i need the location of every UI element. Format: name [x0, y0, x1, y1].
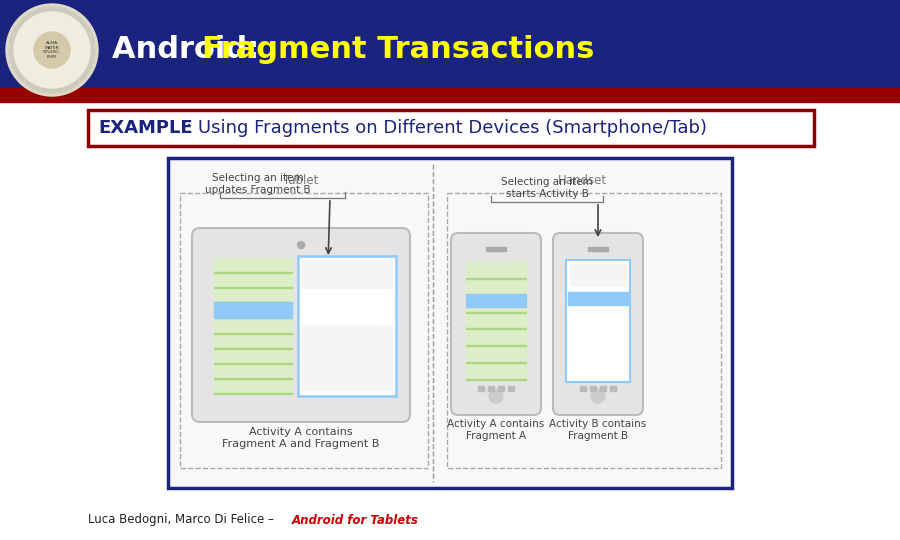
- Bar: [214, 393, 292, 394]
- Bar: [214, 302, 292, 318]
- Text: Tablet: Tablet: [283, 173, 319, 186]
- Bar: [466, 345, 526, 346]
- Bar: [486, 247, 506, 251]
- Text: Selecting an item
starts Activity B: Selecting an item starts Activity B: [501, 177, 593, 199]
- Bar: [214, 272, 292, 273]
- Bar: [214, 349, 292, 363]
- Circle shape: [298, 241, 304, 248]
- Bar: [302, 260, 392, 288]
- Bar: [488, 386, 494, 391]
- Text: Android:: Android:: [112, 36, 270, 64]
- Bar: [610, 386, 616, 391]
- Bar: [600, 386, 606, 391]
- Bar: [570, 264, 626, 286]
- Bar: [0, 0, 900, 88]
- Text: Fragment A and Fragment B: Fragment A and Fragment B: [222, 439, 380, 449]
- Bar: [447, 193, 721, 468]
- Bar: [214, 302, 292, 303]
- Bar: [214, 348, 292, 349]
- Circle shape: [9, 7, 95, 93]
- Bar: [302, 326, 392, 390]
- Bar: [0, 88, 900, 102]
- Bar: [466, 294, 526, 307]
- Bar: [580, 386, 586, 391]
- Text: Handset: Handset: [558, 173, 608, 186]
- Bar: [214, 378, 292, 379]
- Bar: [466, 329, 526, 345]
- FancyBboxPatch shape: [553, 233, 643, 415]
- Text: Fragment Transactions: Fragment Transactions: [202, 36, 594, 64]
- FancyBboxPatch shape: [451, 233, 541, 415]
- Bar: [466, 279, 526, 295]
- Circle shape: [6, 4, 98, 96]
- Text: Activity B contains: Activity B contains: [549, 419, 646, 429]
- Bar: [214, 303, 292, 318]
- Bar: [214, 334, 292, 348]
- Bar: [214, 333, 292, 334]
- Bar: [214, 258, 292, 394]
- Bar: [214, 258, 292, 272]
- Bar: [88, 110, 814, 146]
- Circle shape: [34, 32, 70, 68]
- Bar: [568, 292, 628, 305]
- Bar: [214, 318, 292, 319]
- Bar: [214, 273, 292, 287]
- FancyBboxPatch shape: [192, 228, 410, 422]
- Bar: [466, 278, 526, 279]
- Text: Fragment B: Fragment B: [568, 431, 628, 441]
- Bar: [214, 364, 292, 378]
- Bar: [588, 247, 608, 251]
- Bar: [478, 386, 484, 391]
- FancyBboxPatch shape: [298, 256, 396, 396]
- Circle shape: [591, 389, 605, 403]
- Bar: [466, 346, 526, 362]
- Bar: [590, 386, 596, 391]
- Bar: [466, 312, 526, 313]
- Text: Activity A contains: Activity A contains: [249, 427, 353, 437]
- Bar: [466, 313, 526, 328]
- Text: Selecting an item
updates Fragment B: Selecting an item updates Fragment B: [205, 173, 310, 195]
- Bar: [508, 386, 514, 391]
- Bar: [466, 328, 526, 329]
- Bar: [466, 363, 526, 379]
- Text: EXAMPLE: EXAMPLE: [98, 119, 193, 137]
- Bar: [168, 158, 732, 488]
- Bar: [214, 288, 292, 302]
- Bar: [466, 262, 526, 278]
- Text: Activity A contains: Activity A contains: [447, 419, 544, 429]
- Text: ALMA
MATER
STUDIO-
RUM: ALMA MATER STUDIO- RUM: [43, 41, 61, 59]
- Bar: [214, 379, 292, 393]
- Bar: [180, 193, 428, 468]
- Text: Android for Tablets: Android for Tablets: [292, 514, 418, 526]
- Bar: [214, 319, 292, 333]
- Circle shape: [14, 12, 90, 88]
- Text: : Using Fragments on Different Devices (Smartphone/Tab): : Using Fragments on Different Devices (…: [186, 119, 707, 137]
- Circle shape: [489, 389, 503, 403]
- FancyBboxPatch shape: [566, 260, 630, 382]
- Bar: [466, 295, 526, 296]
- Bar: [214, 287, 292, 288]
- Bar: [466, 262, 526, 380]
- Text: Luca Bedogni, Marco Di Felice –: Luca Bedogni, Marco Di Felice –: [88, 514, 277, 526]
- Bar: [466, 296, 526, 312]
- Bar: [466, 379, 526, 380]
- Text: Fragment A: Fragment A: [466, 431, 526, 441]
- Bar: [498, 386, 504, 391]
- Bar: [214, 363, 292, 364]
- Bar: [466, 362, 526, 363]
